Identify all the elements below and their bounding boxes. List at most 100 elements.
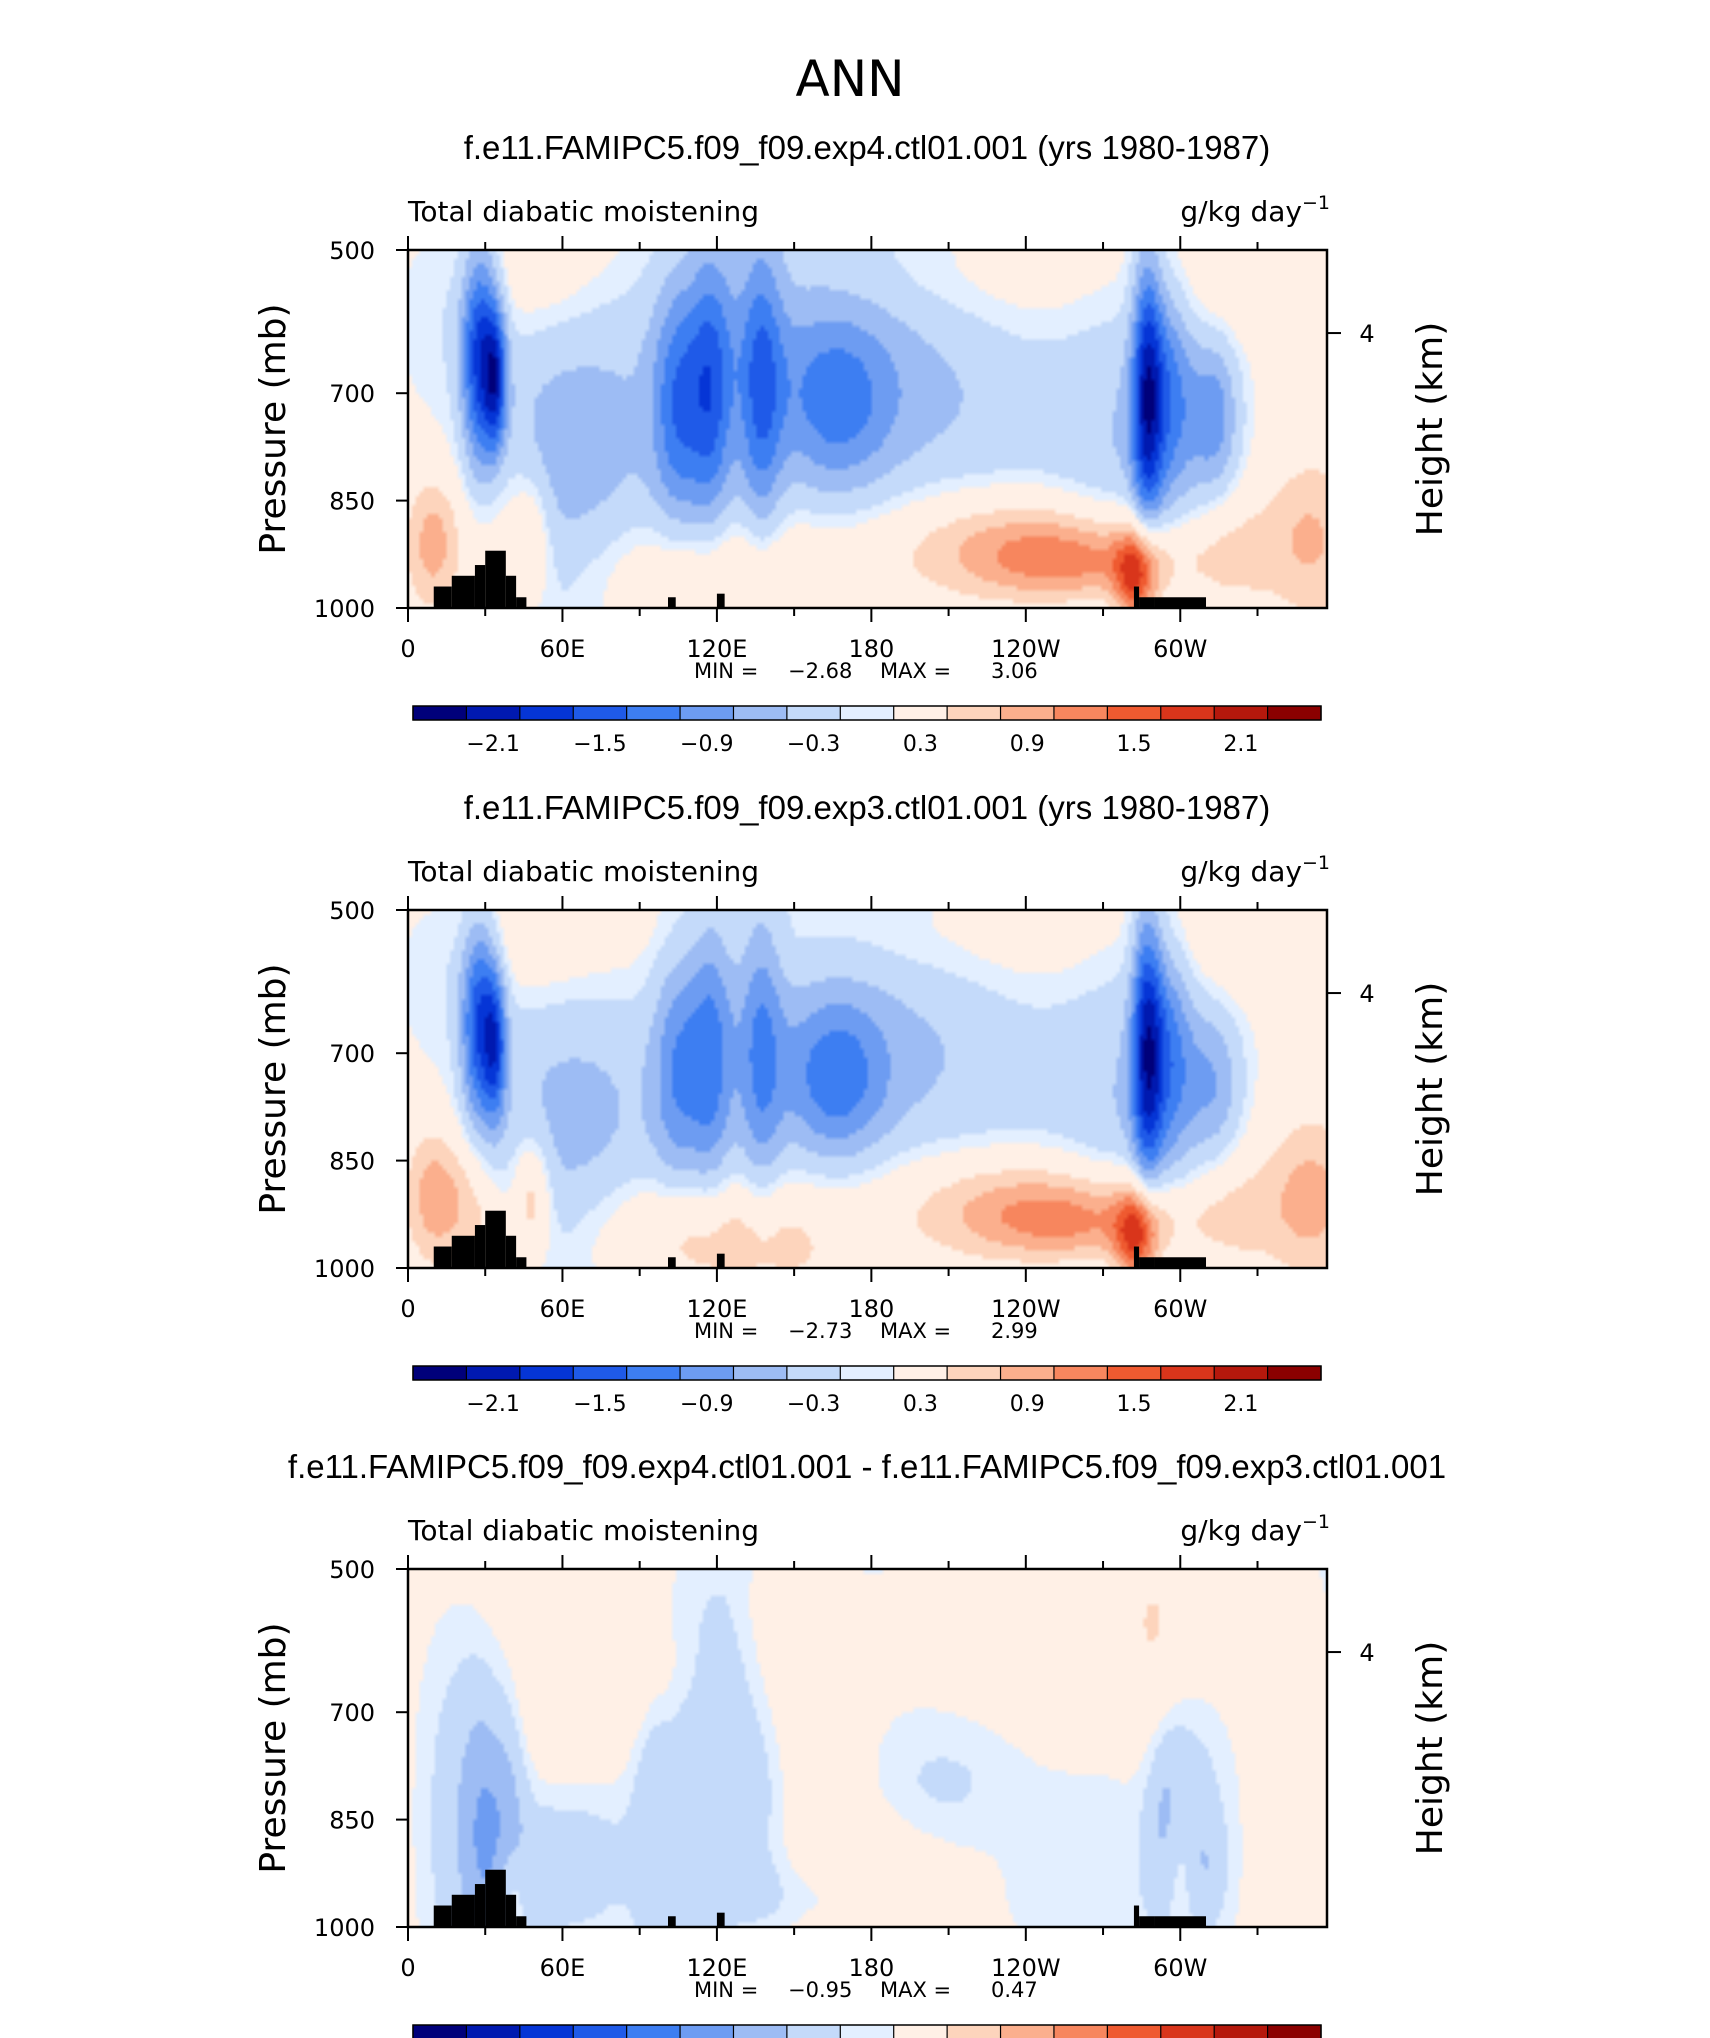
x-tick-label: 0 [400,1295,415,1323]
colorbar-swatch [1214,706,1269,720]
terrain-block [1154,597,1207,608]
x-tick-label: 120W [991,1295,1061,1323]
colorbar-swatch [1053,706,1108,720]
terrain-block [716,593,725,608]
colorbar: −2.1 −1.5 −0.9 −0.3 0.3 0.9 1.5 2.1 [412,1365,1322,1417]
colorbar-swatch [1000,2025,1055,2038]
colorbar-swatch [893,2025,948,2038]
colorbar-swatch [466,706,521,720]
colorbar-swatch [893,1366,948,1380]
terrain-block [433,1246,452,1268]
terrain-block [1133,1905,1140,1927]
max-value: 0.47 [991,1978,1038,2002]
colorbar-swatch [1107,706,1162,720]
max-label: MAX = [880,1978,951,2002]
topography [433,550,1207,608]
min-label: MIN = [694,659,758,683]
terrain-block [1139,1257,1155,1268]
colorbar-swatch [573,706,628,720]
colorbar: −1.5−0.8−0.200.20.81.5 [412,2024,1322,2038]
colorbar-swatch [519,1366,574,1380]
colorbar-frame [412,705,1322,721]
terrain-block [451,1894,475,1927]
colorbar-swatch [1267,1366,1322,1380]
colorbar-swatch [786,1366,841,1380]
units-text: g/kg day [1180,855,1302,888]
colorbar-swatch [413,706,467,720]
colorbar-swatch [786,706,841,720]
colorbar-swatch [733,706,788,720]
colorbar-swatch [1053,1366,1108,1380]
terrain-block [451,575,475,608]
min-value: −2.68 [788,659,852,683]
plot-frame [406,248,1329,610]
terrain-block [516,1257,527,1268]
colorbar-label: 0.9 [1010,1392,1045,1417]
field-label: Total diabatic moistening [407,855,759,888]
colorbar-label: −2.1 [466,732,519,757]
panel-title: f.e11.FAMIPC5.f09_f09.exp3.ctl01.001 (yr… [464,789,1271,826]
heatmap-field [408,1569,1327,1927]
terrain-block [474,1884,486,1927]
x-tick-label: 60E [540,1295,586,1323]
colorbar-label: −0.9 [680,732,733,757]
y-tick-label: 500 [329,1556,375,1584]
colorbar-swatch [786,2025,841,2038]
terrain-block [667,1916,676,1927]
colorbar-swatch [840,706,895,720]
colorbar-label: −1.5 [573,732,626,757]
units-label: g/kg day−1 [1180,852,1330,888]
colorbar-label: 1.5 [1117,1392,1152,1417]
y-axis-title: Pressure (mb) [253,1622,294,1873]
colorbar-swatch [573,1366,628,1380]
figure-title: ANN [795,50,904,108]
terrain-block [1133,1246,1140,1268]
colorbar-swatch [413,2025,467,2038]
panel-3: f.e11.FAMIPC5.f09_f09.exp4.ctl01.001 - f… [253,1448,1451,2038]
terrain-block [1133,586,1140,608]
colorbar-swatch [1107,2025,1162,2038]
x-tick-label: 180 [848,1954,894,1982]
colorbar-swatch [893,706,948,720]
panels-container: f.e11.FAMIPC5.f09_f09.exp4.ctl01.001 (yr… [253,129,1451,2038]
y-tick-label: 700 [329,1699,375,1727]
y-tick-label: 700 [329,380,375,408]
colorbar-swatch [626,1366,681,1380]
heatmap-field [408,250,1327,608]
heatmap-field [408,910,1327,1268]
x-tick-label: 60E [540,1954,586,1982]
x-tick-label: 0 [400,635,415,663]
terrain-block [1139,1916,1155,1927]
colorbar-swatch [733,1366,788,1380]
panel-title: f.e11.FAMIPC5.f09_f09.exp4.ctl01.001 - f… [288,1448,1446,1485]
terrain-block [1154,1916,1207,1927]
height-tick-label: 4 [1359,980,1374,1008]
colorbar-swatch [1000,1366,1055,1380]
y-tick-label: 850 [329,1148,375,1176]
right-axis-title: Height (km) [1410,982,1451,1196]
colorbar-swatch [413,1366,467,1380]
colorbar-label: 0.3 [903,732,938,757]
colorbar-swatch [680,1366,734,1380]
colorbar-swatch [1267,2025,1322,2038]
terrain-block [716,1912,725,1927]
y-tick-label: 1000 [314,1914,375,1942]
terrain-block [505,1235,517,1268]
colorbar-swatch [840,1366,895,1380]
y-tick-label: 850 [329,488,375,516]
y-tick-label: 850 [329,1807,375,1835]
min-label: MIN = [694,1319,758,1343]
terrain-block [485,1869,506,1927]
colorbar-swatch [519,2025,574,2038]
field-label: Total diabatic moistening [407,1514,759,1547]
right-axis-title: Height (km) [1410,1641,1451,1855]
field-label: Total diabatic moistening [407,195,759,228]
units-exponent: −1 [1302,1511,1330,1533]
max-label: MAX = [880,1319,951,1343]
colorbar-swatch [519,706,574,720]
topography [433,1869,1207,1927]
height-tick-label: 4 [1359,1639,1374,1667]
height-tick-label: 4 [1359,320,1374,348]
terrain-block [667,597,676,608]
colorbar: −2.1 −1.5 −0.9 −0.3 0.3 0.9 1.5 2.1 [412,705,1322,757]
